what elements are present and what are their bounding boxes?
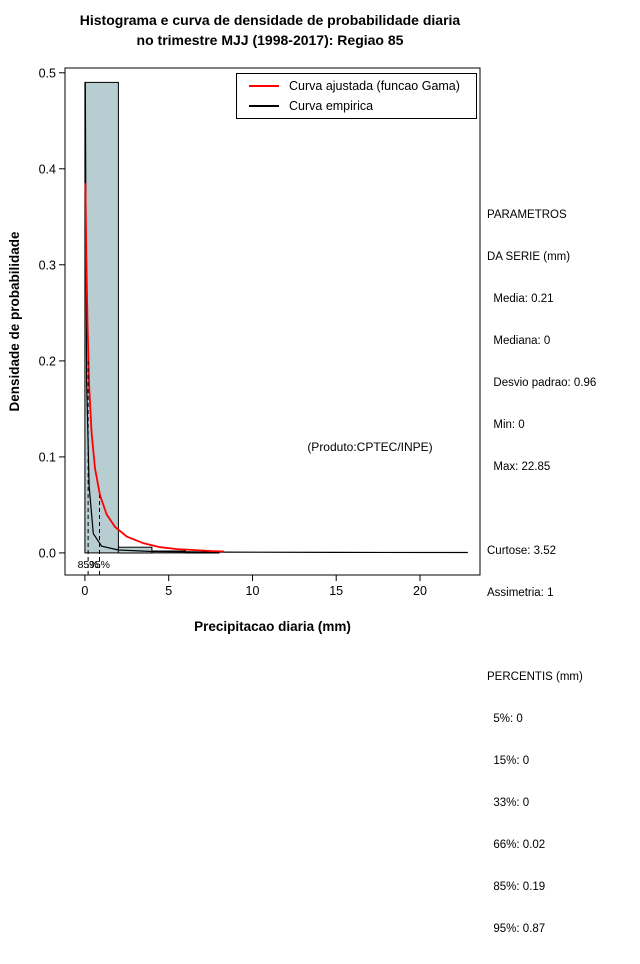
side-panel-line: 33%: 0 — [487, 797, 530, 809]
histogram-bars — [84, 81, 220, 554]
figure: 85% 95% 0 5 10 15 20 0.0 0.1 0.2 0.3 0.4 0.5 Precipit… — [0, 10, 597, 935]
x-tick-label: 10 — [246, 584, 260, 598]
histogram-bar — [84, 81, 119, 554]
x-tick-label: 20 — [413, 584, 427, 598]
x-axis: 0 5 10 15 20 — [81, 575, 427, 598]
side-panel-line: PARAMETROS — [487, 209, 567, 221]
legend-line-sample-empirica — [249, 104, 279, 107]
y-tick-label: 0.0 — [39, 546, 56, 560]
gamma-curve — [84, 183, 225, 553]
side-panel-line: Mediana: 0 — [487, 335, 551, 347]
percentile-label: 85% — [78, 559, 99, 571]
product-annotation: (Produto:CPTEC/INPE) — [307, 440, 433, 454]
side-panel-line: DA SERIE (mm) — [487, 251, 571, 263]
chart-title: Histograma e curva de densidade de proba… — [0, 10, 540, 50]
x-axis-title: Precipitacao diaria (mm) — [194, 619, 351, 634]
legend-line-sample-gamma — [249, 85, 279, 88]
side-panel-line: Media: 0.21 — [487, 293, 554, 305]
side-panel-line: Max: 22.85 — [487, 461, 551, 473]
x-tick-label: 0 — [81, 584, 88, 598]
side-panel-line — [487, 502, 596, 516]
legend-item-empirica: Curva empirica — [249, 99, 476, 113]
legend-label-gamma: Curva ajustada (funcao Gama) — [289, 79, 460, 94]
side-panel-line: Desvio padrao: 0.96 — [487, 377, 597, 389]
side-panel-line: 5%: 0 — [487, 713, 523, 725]
legend-label-empirica: Curva empirica — [289, 98, 374, 113]
chart-title-line2: no trimestre MJJ (1998-2017): Regiao 85 — [136, 32, 404, 48]
plot-area: 85%95% 0 5 10 15 20 0.0 0.1 0.2 0.3 0.4 0.5 Precipit… — [7, 66, 481, 634]
y-tick-label: 0.4 — [39, 162, 56, 176]
y-tick-label: 0.5 — [39, 66, 56, 80]
side-panel-line — [487, 628, 596, 642]
plot-box — [64, 67, 481, 576]
side-panel-line: 85%: 0.19 — [487, 881, 546, 893]
side-panel-line: 95%: 0.87 — [487, 923, 546, 935]
chart-title-line1: Histograma e curva de densidade de proba… — [79, 12, 461, 28]
y-tick-label: 0.3 — [39, 258, 56, 272]
side-panel-line: 15%: 0 — [487, 755, 530, 767]
percentile-label: 95% — [89, 559, 110, 571]
empirical-curve — [84, 82, 468, 554]
side-panel-line: PERCENTIS (mm) — [487, 671, 583, 683]
side-panel-line: Curtose: 3.52 — [487, 545, 557, 557]
x-tick-label: 5 — [165, 584, 172, 598]
side-panel-line: Min: 0 — [487, 419, 525, 431]
x-tick-label: 15 — [329, 584, 343, 598]
y-tick-label: 0.1 — [39, 450, 56, 464]
side-panel: PARAMETROS DA SERIE (mm) Media: 0.21 Med… — [487, 180, 596, 964]
y-axis: 0.0 0.1 0.2 0.3 0.4 0.5 — [39, 66, 65, 560]
side-panel-line: Assimetria: 1 — [487, 587, 554, 599]
legend-item-gamma: Curva ajustada (funcao Gama) — [249, 79, 476, 93]
side-panel-line: 66%: 0.02 — [487, 839, 546, 851]
legend: Curva ajustada (funcao Gama) Curva empir… — [236, 73, 477, 119]
y-axis-title: Densidade de probabilidade — [7, 231, 22, 412]
y-tick-label: 0.2 — [39, 354, 56, 368]
percentile-markers: 85%95% — [78, 360, 110, 575]
